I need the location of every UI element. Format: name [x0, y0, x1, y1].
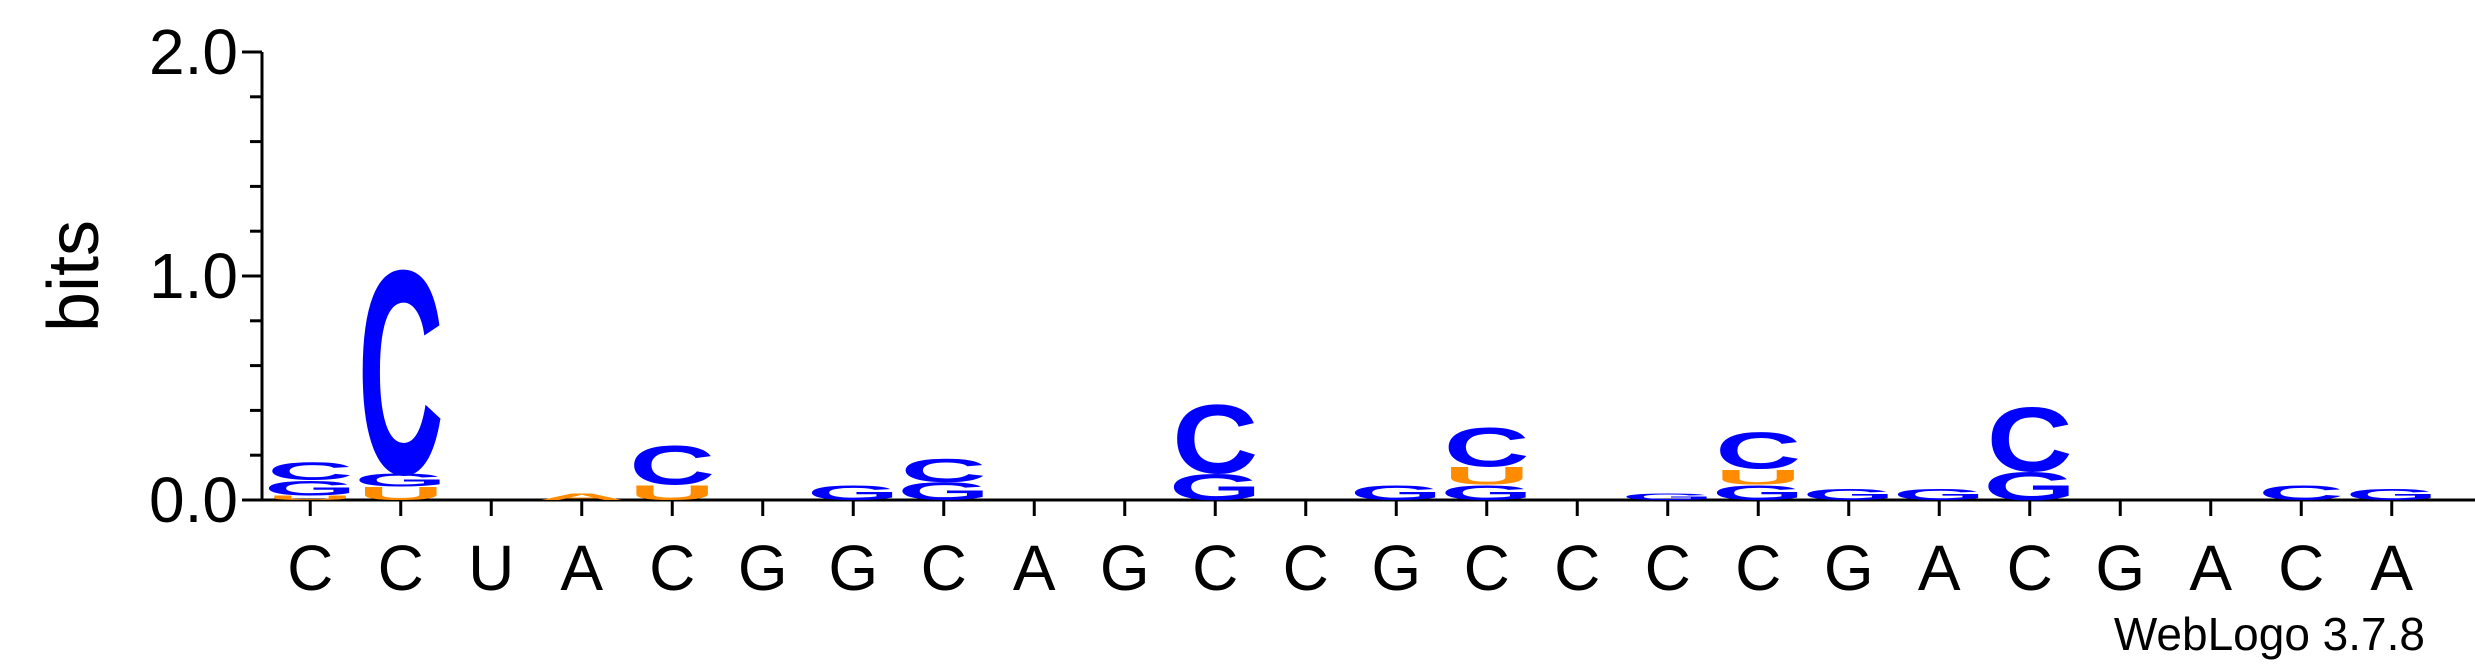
position-label: G [738, 532, 788, 604]
logo-letter-C: C [1444, 416, 1530, 478]
y-tick-label: 1.0 [149, 240, 238, 312]
y-tick-label: 2.0 [149, 16, 238, 88]
position-label: C [378, 532, 424, 604]
logo-letter-G: G [1440, 481, 1533, 505]
position-label: A [560, 532, 603, 604]
logo-letter-U: U [629, 481, 715, 505]
logo-letter-G: G [1712, 481, 1805, 505]
position-label: C [649, 532, 695, 604]
logo-letter-C: C [267, 458, 353, 485]
logo-letter-G: G [1893, 486, 1986, 503]
logo-letter-G: G [2345, 486, 2438, 503]
position-label: G [1824, 532, 1874, 604]
position-label: G [1100, 532, 1150, 604]
axes: 0.0 1.0 2.0 [149, 16, 2475, 536]
logo-letter-C: C [1715, 422, 1801, 480]
logo-letter-U: U [358, 484, 444, 505]
position-label: C [2007, 532, 2053, 604]
position-label: C [1283, 532, 1329, 604]
position-label: C [1464, 532, 1510, 604]
position-label: C [1554, 532, 1600, 604]
position-label: A [2370, 532, 2413, 604]
position-label: U [468, 532, 514, 604]
position-label: G [828, 532, 878, 604]
logo-letter-G: G [1621, 492, 1714, 502]
logo-letter-C: C [1172, 385, 1258, 495]
logo-letter-C: C [358, 210, 444, 536]
logo-letter-G: G [807, 481, 900, 505]
y-tick-label: 0.0 [149, 464, 238, 536]
logo-letter-C: C [629, 434, 715, 496]
logo-letter-G: G [1350, 481, 1443, 505]
y-axis-title: bits [34, 220, 114, 332]
position-label: C [2278, 532, 2324, 604]
position-label: A [2189, 532, 2232, 604]
logo-letter-U: U [1715, 465, 1801, 489]
position-label: C [921, 532, 967, 604]
weblogo-credit: WebLogo 3.7.8 [2114, 608, 2425, 660]
position-label: C [1192, 532, 1238, 604]
position-label: A [1918, 532, 1961, 604]
logo-letter-A: A [539, 492, 625, 502]
position-label: A [1013, 532, 1056, 604]
logo-letter-G: G [1802, 486, 1895, 503]
position-label: C [287, 532, 333, 604]
logo-letter-G: G [264, 476, 357, 500]
logo-letter-C: C [2258, 481, 2344, 505]
position-label: C [1645, 532, 1691, 604]
position-label: G [2095, 532, 2145, 604]
position-label: C [1735, 532, 1781, 604]
logo-letter-C: C [901, 452, 987, 490]
logo-letter-G: G [354, 470, 447, 491]
logo-letter-U: U [1444, 462, 1530, 489]
logo-letter-U: U [267, 494, 353, 501]
logo-letter-C: C [1987, 388, 2073, 491]
position-label: G [1371, 532, 1421, 604]
